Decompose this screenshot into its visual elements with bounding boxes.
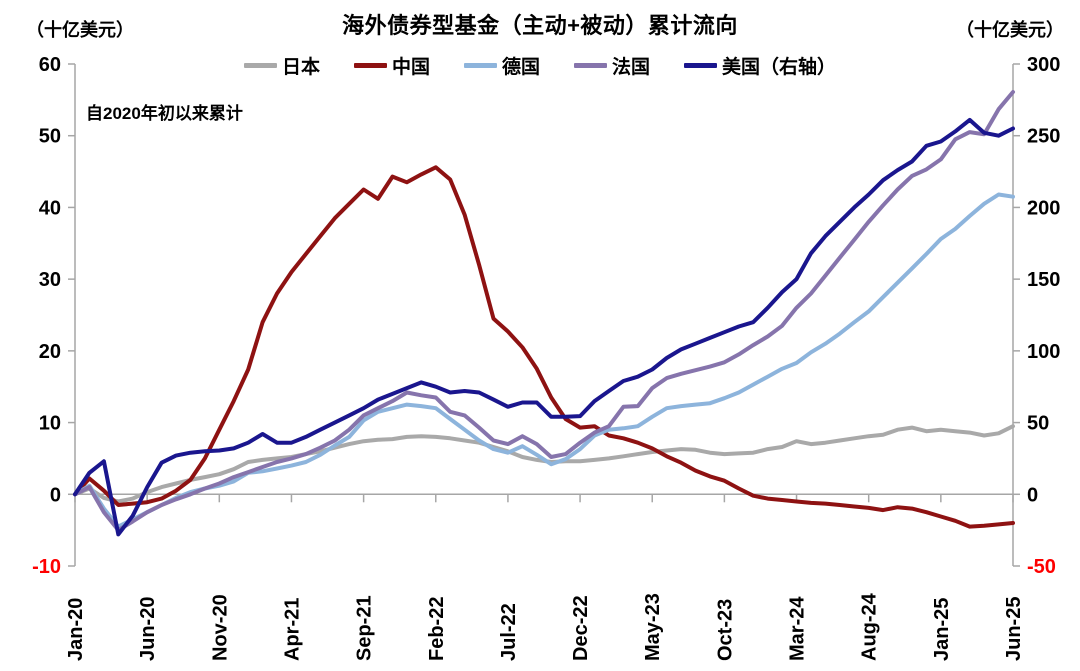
legend-swatch-us	[684, 63, 718, 68]
legend-item-germany: 德国	[463, 52, 540, 79]
x-axis-tick-label: Jun-20	[137, 597, 159, 661]
legend-label-us: 美国（右轴）	[722, 57, 837, 78]
left-axis-tick-label: 40	[39, 197, 61, 219]
legend-item-us: 美国（右轴）	[684, 52, 836, 79]
x-axis-tick-label: Jan-20	[65, 598, 87, 661]
series-line-us	[73, 117, 1015, 537]
legend-label-france: 法国	[612, 57, 651, 78]
x-axis-tick-label: Sep-21	[354, 595, 376, 661]
left-axis-tick-label: 30	[39, 269, 61, 291]
right-axis-tick-label: 250	[1027, 126, 1060, 148]
x-axis-tick-label: Feb-22	[426, 597, 448, 661]
x-axis-tick-label: Jun-25	[1003, 597, 1025, 661]
x-axis-tick-label: Aug-24	[859, 592, 881, 661]
x-axis-tick-label: Jan-25	[931, 598, 953, 661]
left-axis-tick-label: 20	[39, 341, 61, 363]
left-axis-tick-label: 0	[50, 484, 61, 506]
legend-swatch-china	[353, 63, 387, 68]
right-axis-tick-label: 200	[1027, 197, 1060, 219]
right-axis-tick-label: 0	[1027, 484, 1038, 506]
x-axis-tick-label: Jul-22	[498, 603, 520, 661]
x-axis-tick-label: Apr-21	[281, 598, 303, 661]
left-axis-tick-label: 50	[39, 126, 61, 148]
x-axis-tick-label: Oct-23	[714, 599, 736, 661]
chart-annotation: 自2020年初以来累计	[86, 104, 243, 123]
x-axis-tick-label: May-23	[642, 593, 664, 661]
legend-label-china: 中国	[391, 57, 430, 78]
legend-swatch-japan	[243, 63, 277, 68]
left-axis-tick-label: 60	[39, 54, 61, 76]
legend-item-japan: 日本	[243, 52, 320, 79]
legend-swatch-germany	[463, 63, 497, 68]
legend-swatch-france	[574, 63, 607, 68]
right-axis-tick-label: 50	[1027, 413, 1049, 435]
left-axis-tick-label: 10	[39, 413, 61, 435]
right-axis-tick-label: -50	[1027, 556, 1056, 578]
legend-item-china: 中国	[353, 52, 430, 79]
x-axis-tick-label: Mar-24	[787, 596, 809, 661]
legend-label-germany: 德国	[501, 57, 540, 78]
right-axis-tick-label: 100	[1027, 341, 1060, 363]
right-axis-tick-label: 150	[1027, 269, 1060, 291]
chart-legend: 日本 中国 德国 法国 美国（右轴）	[0, 52, 1080, 79]
right-axis-tick-label: 300	[1027, 54, 1060, 76]
series-line-china	[73, 165, 1015, 529]
right-axis-unit-label: （十亿美元）	[956, 20, 1064, 40]
left-axis-tick-label: -10	[32, 556, 61, 578]
x-axis-tick-label: Dec-22	[570, 595, 592, 661]
chart-title: 海外债券型基金（主动+被动）累计流向	[342, 13, 738, 38]
legend-item-france: 法国	[574, 52, 650, 79]
left-axis-unit-label: （十亿美元）	[26, 20, 134, 40]
series-line-germany	[73, 192, 1015, 529]
x-axis-tick-label: Nov-20	[209, 594, 231, 661]
series-line-france	[73, 90, 1015, 533]
legend-label-japan: 日本	[281, 57, 320, 78]
